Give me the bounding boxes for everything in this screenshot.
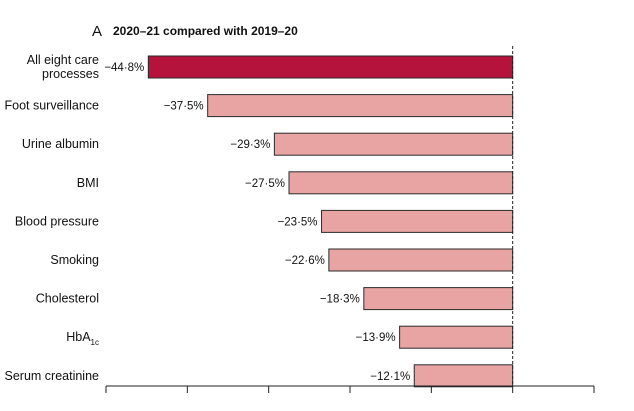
data-label: −12·1% bbox=[370, 371, 410, 383]
data-label: −44·8% bbox=[104, 62, 144, 74]
panel-letter: A bbox=[92, 23, 102, 40]
data-label: −18·3% bbox=[320, 294, 360, 306]
data-label: −29·3% bbox=[230, 139, 270, 151]
data-label: −13·9% bbox=[356, 332, 396, 344]
category-label: Cholesterol bbox=[36, 292, 99, 306]
bar bbox=[147, 55, 514, 79]
category-label: processes bbox=[42, 67, 99, 81]
category-label: Foot surveillance bbox=[5, 99, 100, 113]
bar bbox=[399, 325, 514, 349]
bar bbox=[328, 248, 514, 272]
category-label: Urine albumin bbox=[22, 137, 99, 151]
category-label: Smoking bbox=[50, 253, 99, 267]
category-label: HbA1c bbox=[66, 330, 99, 347]
category-label: Serum creatinine bbox=[5, 369, 100, 383]
data-label: −27·5% bbox=[245, 178, 285, 190]
chart-title: 2020–21 compared with 2019–20 bbox=[113, 24, 298, 38]
bar bbox=[363, 287, 514, 311]
data-label: −22·6% bbox=[285, 255, 325, 267]
bar bbox=[413, 364, 514, 388]
bar bbox=[288, 171, 514, 195]
x-axis bbox=[105, 46, 595, 393]
bar bbox=[207, 94, 514, 118]
data-label: −37·5% bbox=[164, 101, 204, 113]
data-label: −23·5% bbox=[278, 216, 318, 228]
category-label: All eight care bbox=[27, 53, 99, 67]
bar bbox=[273, 132, 514, 156]
bars-group bbox=[147, 55, 514, 388]
bar bbox=[321, 209, 514, 233]
category-label: Blood pressure bbox=[15, 214, 99, 228]
category-label: BMI bbox=[77, 176, 99, 190]
